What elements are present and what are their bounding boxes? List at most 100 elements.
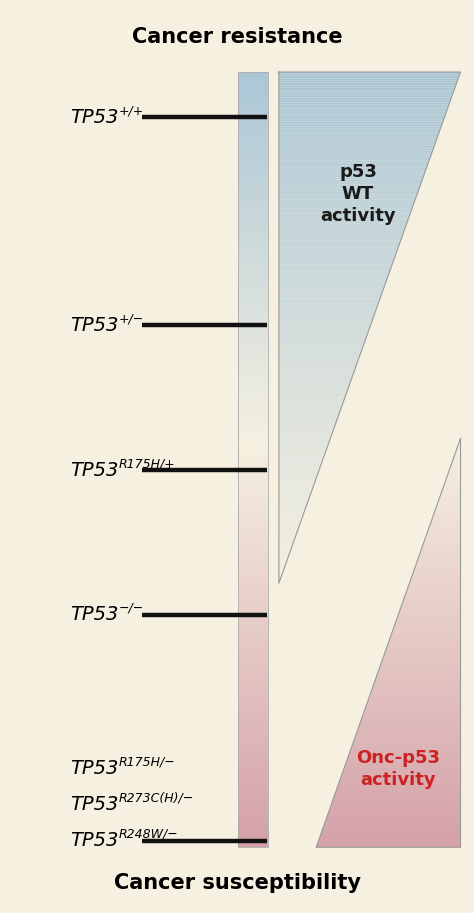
Polygon shape — [344, 768, 461, 770]
Bar — [238, 630, 268, 632]
Polygon shape — [408, 587, 461, 588]
Polygon shape — [320, 835, 461, 836]
Bar — [238, 787, 268, 789]
Bar — [238, 654, 268, 655]
Polygon shape — [279, 523, 300, 525]
Bar — [238, 773, 268, 774]
Polygon shape — [279, 338, 366, 340]
Polygon shape — [401, 604, 461, 606]
Bar — [238, 747, 268, 748]
Polygon shape — [279, 179, 422, 181]
Polygon shape — [279, 106, 448, 108]
Polygon shape — [279, 241, 401, 242]
Bar — [238, 714, 268, 716]
Bar — [238, 541, 268, 543]
Polygon shape — [390, 637, 461, 639]
Bar — [238, 317, 268, 319]
Bar — [238, 731, 268, 732]
Polygon shape — [279, 548, 292, 549]
Bar — [238, 224, 268, 226]
Bar — [238, 534, 268, 536]
Bar — [238, 383, 268, 385]
Bar — [238, 767, 268, 768]
Polygon shape — [279, 462, 322, 464]
Bar — [238, 698, 268, 700]
Bar — [238, 505, 268, 506]
Polygon shape — [279, 446, 328, 448]
Bar — [238, 373, 268, 374]
Polygon shape — [429, 527, 461, 529]
Polygon shape — [279, 379, 352, 381]
Bar — [238, 782, 268, 783]
Bar — [238, 721, 268, 723]
Bar — [238, 497, 268, 498]
Polygon shape — [413, 572, 461, 573]
Polygon shape — [425, 537, 461, 538]
Bar — [238, 77, 268, 79]
Bar — [238, 660, 268, 661]
Bar — [238, 588, 268, 590]
Bar — [238, 810, 268, 812]
Bar — [238, 618, 268, 619]
Polygon shape — [458, 444, 461, 446]
Bar — [238, 264, 268, 266]
Bar — [238, 803, 268, 804]
Polygon shape — [279, 171, 425, 173]
Bar — [238, 173, 268, 174]
Bar — [238, 605, 268, 607]
Polygon shape — [279, 489, 312, 491]
Polygon shape — [352, 745, 461, 747]
Polygon shape — [416, 562, 461, 564]
Polygon shape — [367, 701, 461, 703]
Bar — [238, 132, 268, 134]
Polygon shape — [279, 299, 380, 300]
Polygon shape — [366, 704, 461, 706]
Bar — [238, 407, 268, 408]
Polygon shape — [279, 367, 356, 369]
Polygon shape — [456, 448, 461, 449]
Bar — [238, 740, 268, 742]
Polygon shape — [279, 389, 348, 391]
Bar — [238, 241, 268, 243]
Bar — [238, 727, 268, 728]
Polygon shape — [334, 795, 461, 797]
Polygon shape — [338, 784, 461, 786]
Polygon shape — [279, 320, 372, 322]
Bar — [238, 303, 268, 305]
Polygon shape — [279, 116, 445, 118]
Polygon shape — [347, 758, 461, 759]
Polygon shape — [279, 365, 356, 367]
Polygon shape — [279, 161, 429, 163]
Polygon shape — [279, 406, 342, 408]
Polygon shape — [433, 515, 461, 516]
Bar — [238, 412, 268, 414]
Bar — [238, 717, 268, 719]
Polygon shape — [279, 259, 394, 261]
Polygon shape — [385, 650, 461, 651]
Bar — [238, 228, 268, 230]
Bar — [238, 248, 268, 250]
Polygon shape — [416, 564, 461, 565]
Polygon shape — [279, 137, 438, 139]
Bar — [238, 689, 268, 691]
Bar — [238, 667, 268, 669]
Polygon shape — [279, 239, 401, 241]
Bar — [238, 266, 268, 268]
Polygon shape — [325, 820, 461, 822]
Bar — [238, 279, 268, 281]
Polygon shape — [279, 152, 432, 153]
Bar — [238, 161, 268, 162]
Polygon shape — [279, 467, 320, 469]
Bar — [238, 554, 268, 556]
Bar — [238, 323, 268, 325]
Bar — [238, 258, 268, 259]
Bar — [238, 441, 268, 443]
Bar — [238, 596, 268, 598]
Polygon shape — [358, 728, 461, 729]
Bar — [238, 357, 268, 359]
Polygon shape — [279, 572, 283, 573]
Polygon shape — [279, 350, 362, 352]
Polygon shape — [441, 493, 461, 494]
Bar — [238, 531, 268, 532]
Polygon shape — [279, 80, 457, 82]
